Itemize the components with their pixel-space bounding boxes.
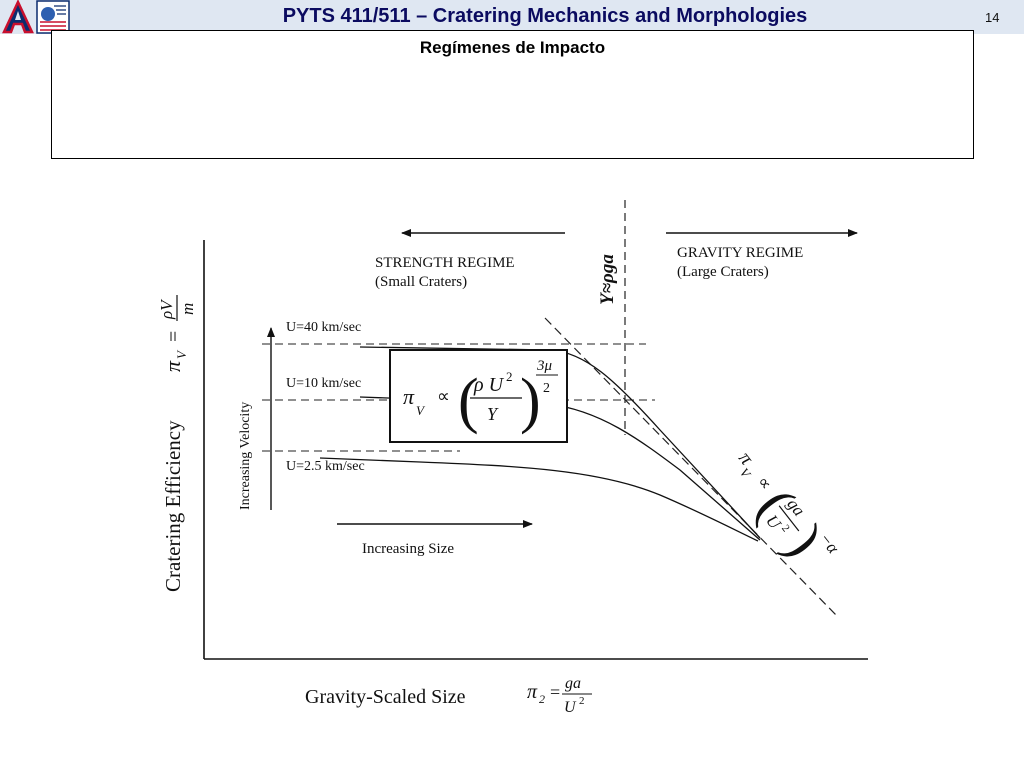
subtitle-box: Regímenes de Impacto [51, 30, 974, 159]
strength-formula: π V ∝ ( ρ U 2 Y ) 3μ 2 [403, 358, 558, 435]
slide-number: 14 [985, 10, 1000, 25]
transition-label: Y≈ρga [597, 254, 618, 305]
pi-2-denominator-exponent: 2 [579, 695, 585, 707]
strength-formula-box [389, 349, 568, 443]
velocity-label-u40: U=40 km/sec [286, 320, 361, 335]
pi-2-subscript: 2 [539, 692, 545, 706]
velocity-label-u10: U=10 km/sec [286, 376, 361, 391]
velocity-label-u25: U=2.5 km/sec [286, 459, 365, 474]
y-axis-label: Cratering Efficiency [161, 420, 185, 592]
impact-regimes-diagram: STRENGTH REGIME (Small Craters) GRAVITY … [157, 200, 868, 716]
gravity-regime-title: GRAVITY REGIME [677, 245, 803, 261]
increasing-velocity-label: Increasing Velocity [238, 402, 253, 510]
pi-v-denominator: m [178, 303, 197, 315]
strength-regime-title: STRENGTH REGIME [375, 255, 515, 271]
x-axis-label: Gravity-Scaled Size [305, 686, 466, 708]
u25-curve [319, 457, 759, 542]
strength-formula-right-paren: ) [520, 367, 541, 435]
slide-title: PYTS 411/511 – Cratering Mechanics and M… [282, 5, 808, 27]
pi-2-equals: = [550, 682, 560, 702]
university-logo-icon [2, 0, 34, 34]
strength-formula-pi-sub: V [416, 403, 426, 418]
pi-v-subscript: V [174, 349, 189, 359]
strength-formula-exponent-denominator: 2 [543, 381, 550, 396]
gravity-regime-subtitle: (Large Craters) [677, 264, 769, 280]
gravity-formula-fraction-bar [778, 505, 800, 532]
strength-regime-subtitle: (Small Craters) [375, 274, 467, 290]
pi-2-symbol: π [527, 681, 538, 703]
department-emblem-icon [36, 0, 70, 34]
gravity-formula-proportional: ∝ [753, 472, 775, 493]
increasing-size-label: Increasing Size [362, 541, 454, 557]
strength-formula-proportional: ∝ [437, 386, 450, 406]
pi-v-equals: = [163, 331, 185, 342]
pi-v-symbol: π [160, 360, 185, 372]
strength-formula-denominator: Y [487, 404, 499, 424]
pi-2-definition: π 2 = ga U 2 [527, 675, 592, 716]
pi-2-numerator: ga [565, 675, 581, 692]
pi-2-denominator: U [564, 699, 577, 716]
strength-formula-numerator-exponent: 2 [506, 369, 513, 384]
slide-header: PYTS 411/511 – Cratering Mechanics and M… [0, 0, 1024, 34]
strength-formula-pi: π [403, 384, 415, 409]
gravity-formula-denominator-exponent: 2 [779, 523, 792, 535]
slide-subtitle: Regímenes de Impacto [419, 38, 606, 57]
strength-formula-numerator: ρ U [473, 374, 505, 396]
strength-formula-exponent-numerator: 3μ [536, 358, 553, 374]
pi-v-definition: π V = ρV m [157, 295, 197, 372]
strength-formula-left-paren: ( [458, 367, 479, 435]
pi-v-numerator: ρV [157, 298, 176, 320]
